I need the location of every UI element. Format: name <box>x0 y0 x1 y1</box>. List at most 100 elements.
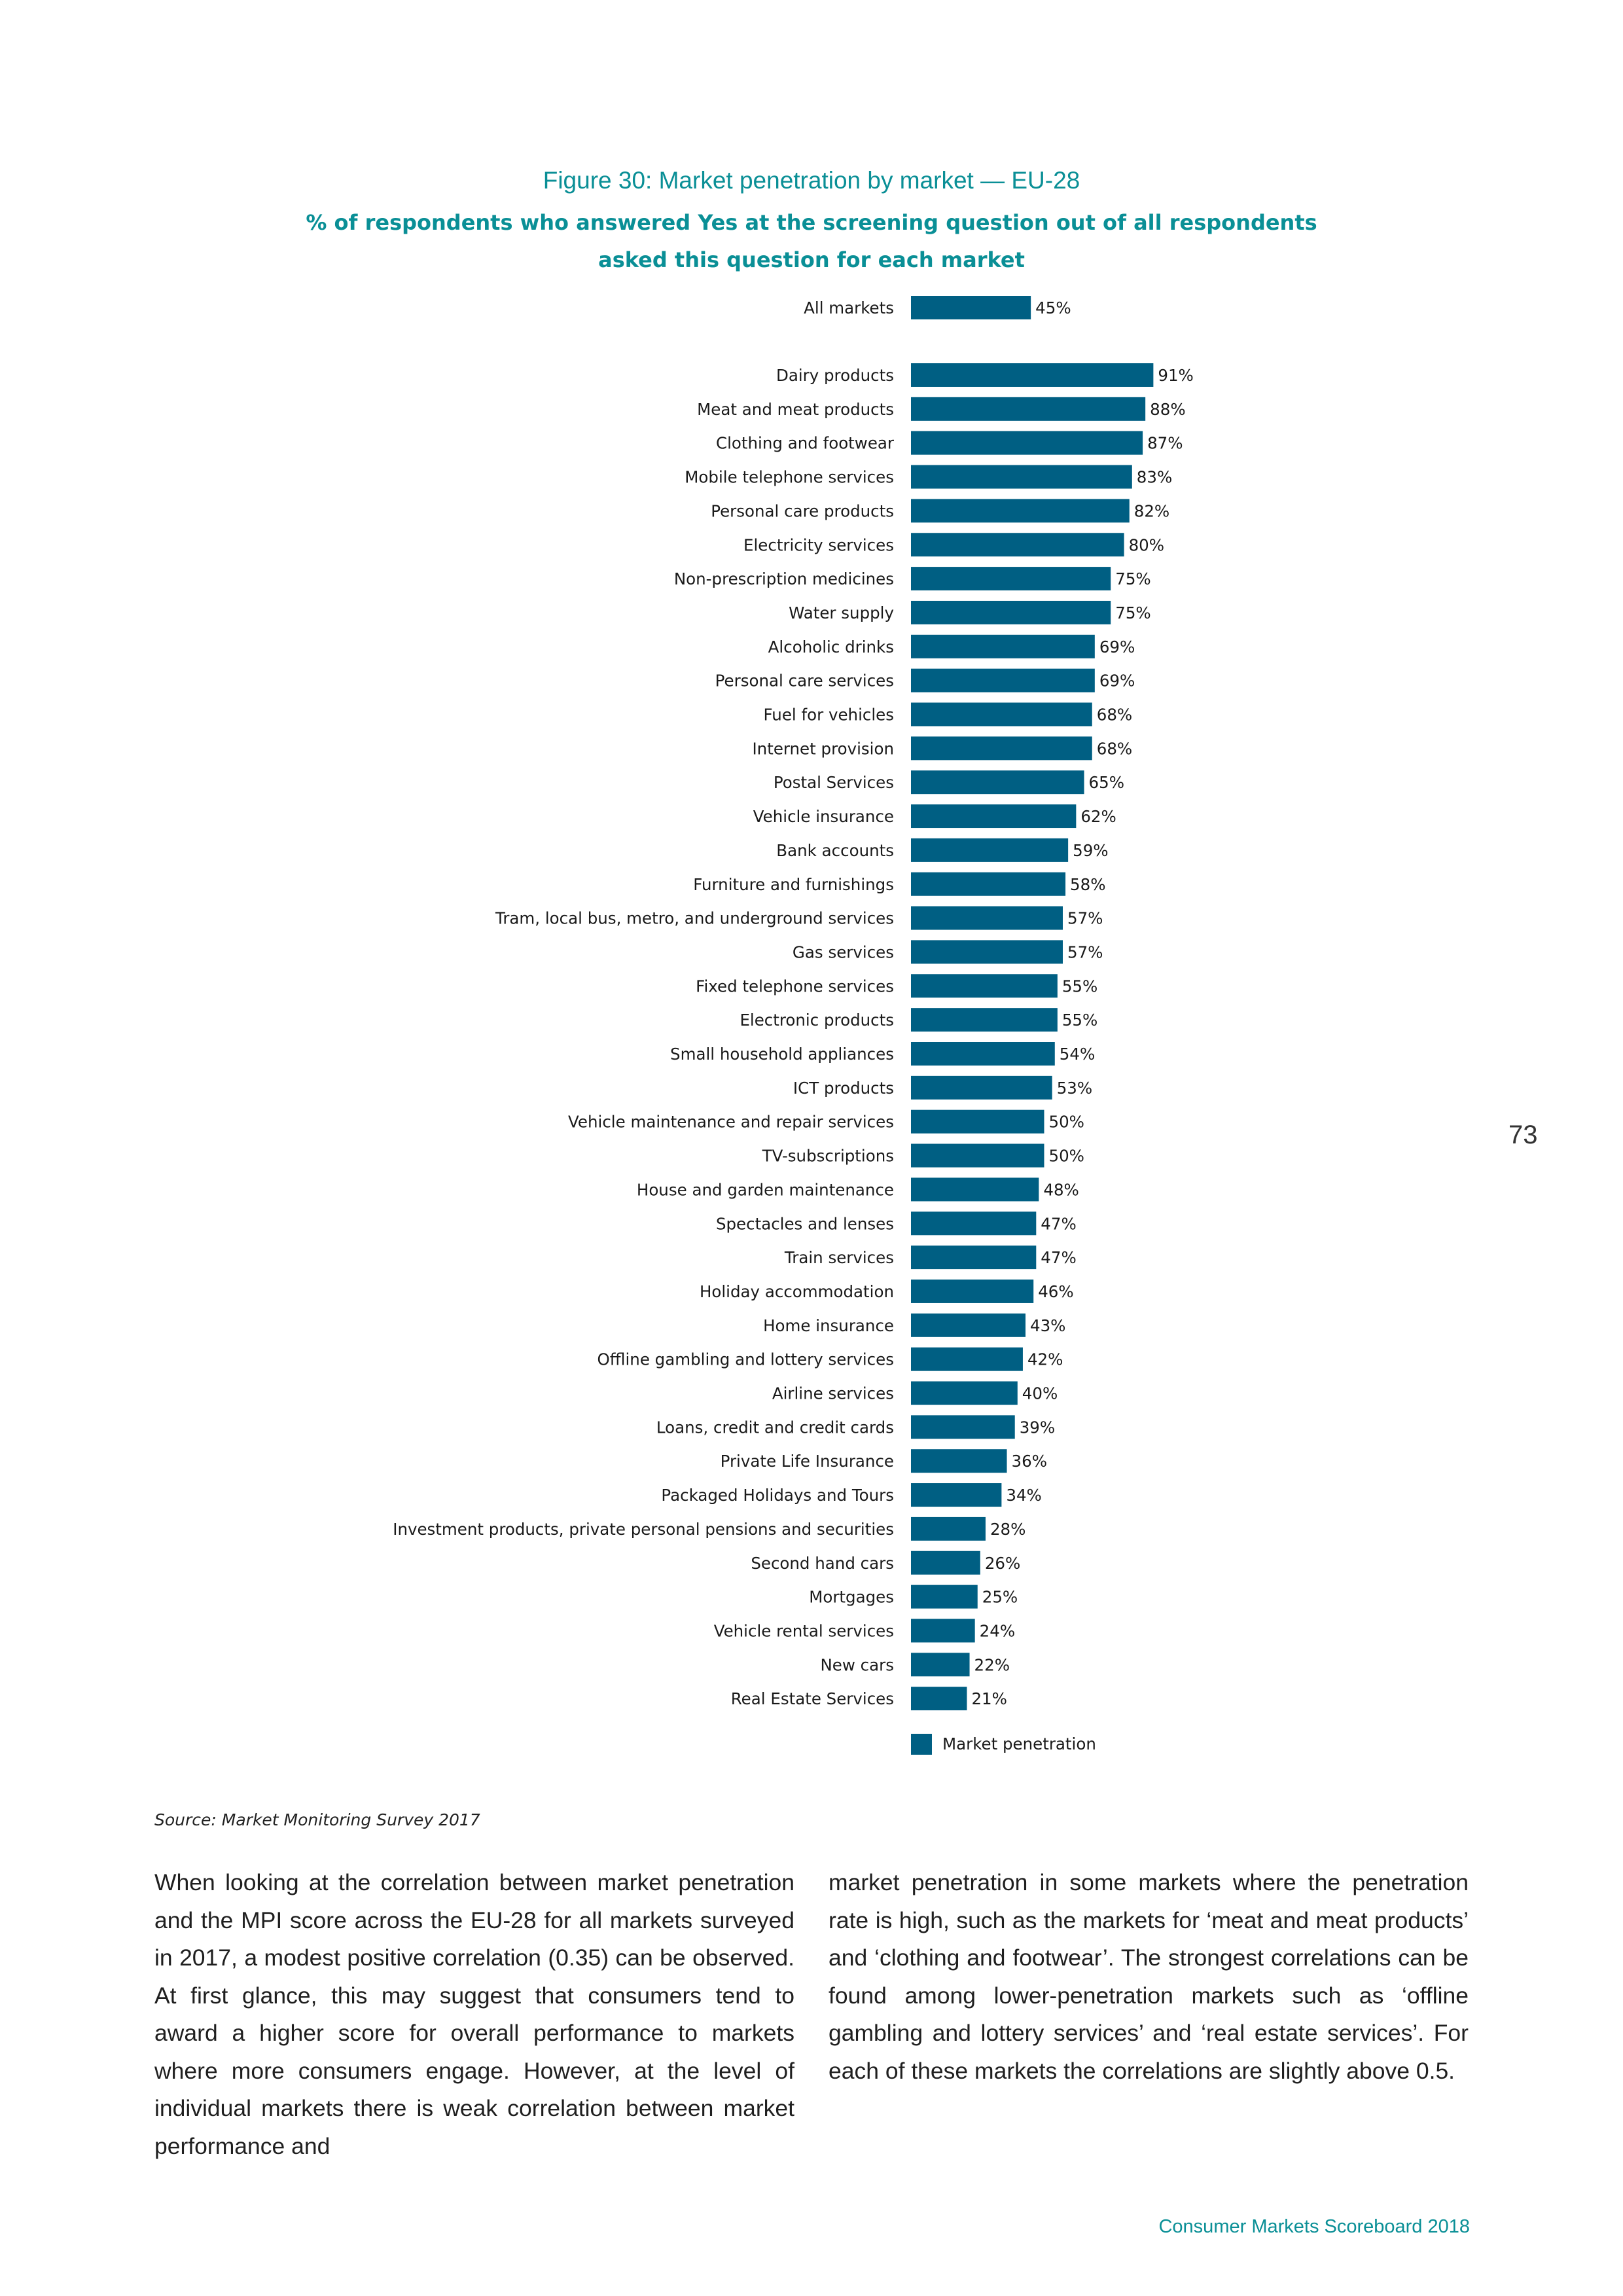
data-label: 91% <box>1158 366 1193 385</box>
bar <box>911 872 1066 896</box>
bar <box>911 1483 1002 1507</box>
bar <box>911 1347 1023 1371</box>
bar <box>911 736 1092 761</box>
category-label: Mortgages <box>809 1588 894 1607</box>
bar <box>911 1008 1058 1032</box>
category-label: Water supply <box>789 603 894 622</box>
bar <box>911 567 1111 591</box>
category-label: Postal Services <box>774 773 894 792</box>
data-label: 48% <box>1043 1180 1079 1199</box>
data-label: 34% <box>1006 1486 1041 1505</box>
bar <box>911 1246 1037 1270</box>
bar <box>911 770 1084 795</box>
bar <box>911 1449 1007 1473</box>
data-label: 59% <box>1073 841 1108 860</box>
bar <box>911 906 1063 930</box>
data-label: 68% <box>1097 706 1132 725</box>
data-label: 46% <box>1038 1282 1073 1301</box>
legend-label: Market penetration <box>942 1734 1096 1753</box>
data-label: 62% <box>1080 807 1116 826</box>
category-label: Second hand cars <box>751 1554 894 1573</box>
figure-title: Figure 30: Market penetration by market … <box>543 167 1080 194</box>
bar <box>911 1415 1015 1439</box>
footer-title: Consumer Markets Scoreboard 2018 <box>1158 2216 1470 2237</box>
category-label: Small household appliances <box>670 1045 894 1064</box>
category-label: Tram, local bus, metro, and underground … <box>495 909 894 928</box>
category-label: Private Life Insurance <box>721 1452 894 1471</box>
data-label: 42% <box>1027 1350 1063 1369</box>
data-label: 75% <box>1115 569 1150 588</box>
data-label: 65% <box>1089 773 1124 792</box>
data-label: 55% <box>1062 977 1097 996</box>
bar <box>911 702 1092 726</box>
bar <box>911 1551 980 1575</box>
bar <box>911 533 1124 557</box>
category-label: Fuel for vehicles <box>764 706 894 725</box>
bar <box>911 363 1154 387</box>
category-label: Home insurance <box>763 1316 894 1335</box>
category-label: Airline services <box>772 1384 894 1403</box>
category-label: Train services <box>784 1248 894 1267</box>
bar <box>911 804 1077 829</box>
data-label: 75% <box>1115 603 1150 622</box>
data-label: 39% <box>1020 1418 1055 1437</box>
bar <box>911 465 1132 489</box>
data-label: 69% <box>1099 672 1135 691</box>
data-label: 25% <box>982 1588 1018 1607</box>
data-label: 40% <box>1022 1384 1058 1403</box>
category-label: Internet provision <box>752 739 894 758</box>
category-label: Holiday accommodation <box>700 1282 894 1301</box>
bar <box>911 1279 1034 1303</box>
bar <box>911 1109 1044 1134</box>
category-label: Vehicle maintenance and repair services <box>568 1113 894 1132</box>
bar-chart: All markets 45% Dairy products 91% Meat and … <box>393 296 1194 1711</box>
bar <box>911 940 1063 964</box>
bar <box>911 668 1095 692</box>
category-label: Clothing and footwear <box>716 434 895 453</box>
bar <box>911 1516 986 1541</box>
data-label: 80% <box>1129 535 1164 554</box>
page-number: 73 <box>1508 1121 1538 1149</box>
bar <box>911 1653 970 1677</box>
category-label: House and garden maintenance <box>637 1180 894 1199</box>
category-label: Bank accounts <box>776 841 894 860</box>
source-note: Source: Market Monitoring Survey 2017 <box>154 1810 480 1829</box>
bar <box>911 634 1095 658</box>
data-label: 82% <box>1134 501 1169 520</box>
category-label: Spectacles and lenses <box>716 1214 894 1233</box>
data-label: 22% <box>974 1655 1010 1674</box>
data-label: 50% <box>1049 1147 1084 1166</box>
category-label: Non-prescription medicines <box>674 569 894 588</box>
data-label: 26% <box>985 1554 1020 1573</box>
bar <box>911 296 1031 319</box>
category-label: Electricity services <box>743 535 894 554</box>
data-label: 68% <box>1097 739 1132 758</box>
data-label: 88% <box>1150 400 1185 419</box>
data-label: 55% <box>1062 1011 1097 1030</box>
category-label: Personal care services <box>715 672 894 691</box>
data-label: 69% <box>1099 637 1135 656</box>
data-label: 21% <box>971 1689 1007 1708</box>
body-text-column-2: market penetration in some markets where… <box>829 1869 1469 2084</box>
body-text-column-1: When looking at the correlation between … <box>154 1869 794 2159</box>
data-label: 58% <box>1070 875 1105 894</box>
bar <box>911 1687 967 1711</box>
data-label: 36% <box>1012 1452 1047 1471</box>
figure-subtitle-line2: asked this question for each market <box>598 247 1025 272</box>
category-label: Meat and meat products <box>697 400 894 419</box>
category-label: Fixed telephone services <box>696 977 894 996</box>
bar <box>911 1619 975 1643</box>
bar <box>911 1143 1044 1168</box>
category-label: Electronic products <box>740 1011 894 1030</box>
category-label: Alcoholic drinks <box>768 637 894 656</box>
data-label: 47% <box>1041 1214 1076 1233</box>
category-label: Mobile telephone services <box>685 468 894 487</box>
data-label: 54% <box>1060 1045 1095 1064</box>
data-label: 47% <box>1041 1248 1076 1267</box>
data-label: 50% <box>1049 1113 1084 1132</box>
bar <box>911 397 1146 421</box>
category-label: ICT products <box>793 1079 894 1098</box>
bar <box>911 1177 1039 1202</box>
data-label: 53% <box>1057 1079 1092 1098</box>
bar <box>911 1313 1026 1337</box>
